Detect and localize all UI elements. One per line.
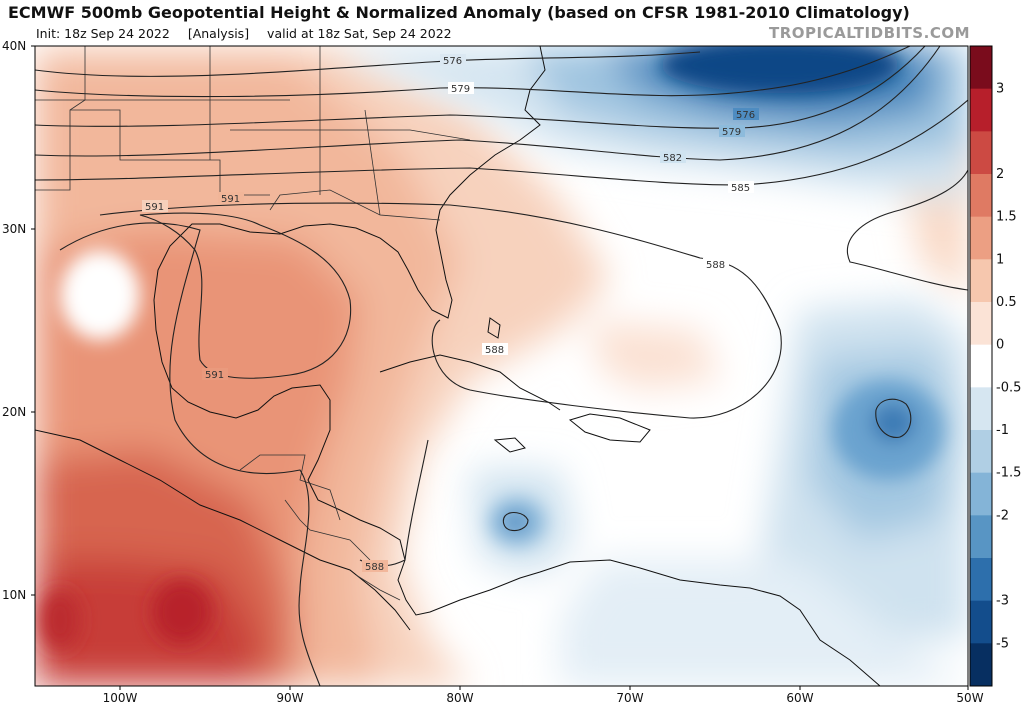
colorbar-swatch (970, 88, 992, 132)
contour-label-582: 582 (663, 153, 682, 164)
contour-labels: 576 579 576 579 582 585 591 591 588 588 … (142, 54, 759, 573)
lon-tick-70w: 70W (616, 691, 643, 705)
contour-label-576-b: 576 (736, 110, 755, 121)
contour-label-588-c: 588 (365, 562, 384, 573)
colorbar-label: 0.5 (996, 295, 1017, 310)
colorbar-label: 3 (996, 82, 1004, 97)
colorbar-label: -1 (996, 423, 1009, 438)
init-time: Init: 18z Sep 24 2022 (36, 26, 170, 41)
lon-tick-60w: 60W (786, 691, 813, 705)
lon-tick-100w: 100W (103, 691, 138, 705)
contour-label-591-b: 591 (221, 194, 240, 205)
lat-tick-30n: 30N (2, 222, 26, 236)
colorbar-swatch (970, 174, 992, 218)
colorbar-swatch (970, 302, 992, 346)
contour-label-576-a: 576 (443, 56, 462, 67)
warm-anomaly-field (35, 46, 968, 686)
watermark: TROPICALTIDBITS.COM (769, 24, 970, 42)
colorbar-label: 0 (996, 338, 1004, 353)
colorbar-label: -3 (996, 594, 1009, 609)
run-type: [Analysis] (187, 26, 250, 41)
contour-label-588-a: 588 (706, 260, 725, 271)
colorbar-label: 1 (996, 252, 1004, 267)
colorbar: 3 2 1.5 1 0.5 0 -0.5 -1 -1.5 -2 -3 -5 (969, 45, 1021, 687)
colorbar-label: -2 (996, 508, 1009, 523)
contour-label-585: 585 (731, 183, 750, 194)
colorbar-swatch (970, 600, 992, 644)
lon-tick-50w: 50W (956, 691, 983, 705)
colorbar-swatch (970, 46, 992, 90)
lon-tick-90w: 90W (276, 691, 303, 705)
colorbar-swatch (970, 472, 992, 516)
map-panel: 576 579 576 579 582 585 591 591 588 588 … (35, 46, 968, 686)
coastlines (35, 46, 881, 686)
colorbar-swatch (970, 259, 992, 303)
height-contours (35, 46, 968, 686)
warm-anomaly-core (40, 250, 212, 650)
lat-tick-40n: 40N (2, 39, 26, 53)
colorbar-swatch (970, 131, 992, 175)
colorbar-swatch (970, 643, 992, 687)
contour-label-579-a: 579 (451, 84, 470, 95)
chart-title: ECMWF 500mb Geopotential Height & Normal… (8, 3, 910, 22)
valid-time: valid at 18z Sat, Sep 24 2022 (267, 26, 452, 41)
colorbar-label: 1.5 (996, 210, 1017, 225)
colorbar-label: 2 (996, 167, 1004, 182)
lat-tick-20n: 20N (2, 405, 26, 419)
map-frame (34, 45, 969, 687)
chart-subtitle: Init: 18z Sep 24 2022 [Analysis] valid a… (36, 26, 452, 41)
contour-label-579-b: 579 (722, 127, 741, 138)
lat-tick-10n: 10N (2, 588, 26, 602)
colorbar-swatch (970, 344, 992, 388)
colorbar-swatch (970, 430, 992, 474)
contour-label-588-b: 588 (485, 345, 504, 356)
colorbar-swatch (970, 558, 992, 602)
colorbar-swatch (970, 387, 992, 431)
lon-tick-80w: 80W (446, 691, 473, 705)
colorbar-label: -1.5 (996, 466, 1021, 481)
contour-label-591-c: 591 (205, 370, 224, 381)
colorbar-swatch (970, 216, 992, 260)
longitude-axis: 100W 90W 80W 70W 60W 50W (103, 686, 984, 705)
cold-anomaly-core (489, 46, 943, 546)
latitude-axis: 40N 30N 20N 10N (2, 39, 35, 602)
contour-label-591-a: 591 (145, 202, 164, 213)
colorbar-label: -5 (996, 636, 1009, 651)
colorbar-frame (969, 45, 993, 687)
colorbar-swatch (970, 515, 992, 559)
colorbar-label: -0.5 (996, 380, 1021, 395)
